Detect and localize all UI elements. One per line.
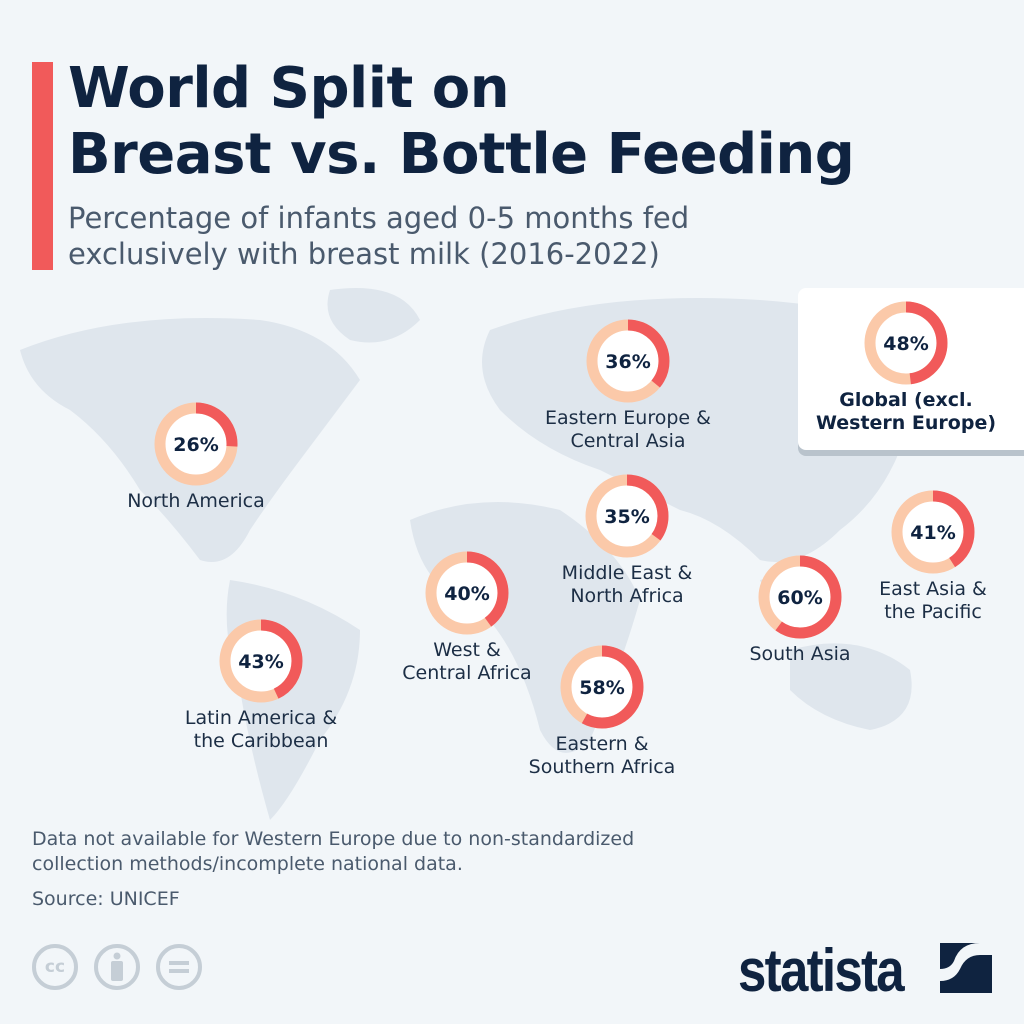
donut-value-arc [425, 551, 509, 635]
donut-value-label: 40% [444, 583, 489, 605]
donut-west-central-africa: 40% West & Central Africa [357, 551, 577, 685]
statista-logo-mark [940, 943, 992, 993]
region-label: West & Central Africa [402, 639, 532, 684]
no-derivatives-icon[interactable] [156, 944, 202, 990]
donut-value-label: 26% [173, 434, 218, 456]
donut-value-label: 36% [605, 351, 650, 373]
region-label: North America [127, 490, 265, 512]
donut-south-asia: 60% South Asia [690, 555, 910, 666]
donut-value-arc [560, 645, 644, 729]
region-label: East Asia & the Pacific [879, 578, 987, 623]
footnote: Data not available for Western Europe du… [32, 828, 635, 875]
donut-middle-east-north-africa: 35% Middle East & North Africa [517, 474, 737, 608]
source: Source: UNICEF [32, 888, 180, 910]
donut-value-arc [586, 319, 670, 403]
donut-latin-america-the-caribbean: 43% Latin America & the Caribbean [151, 619, 371, 753]
donut-value-label: 58% [579, 677, 624, 699]
subtitle: Percentage of infants aged 0-5 months fe… [68, 201, 690, 271]
donut-value-label: 48% [883, 333, 928, 355]
donut-value-arc [219, 619, 303, 703]
region-label: Global (excl. Western Europe) [815, 389, 997, 434]
donut-eastern-europe-central-asia: 36% Eastern Europe & Central Asia [518, 319, 738, 453]
donut-east-asia-the-pacific: 41% East Asia & the Pacific [823, 490, 1024, 624]
region-label: Latin America & the Caribbean [184, 707, 338, 752]
donut-north-america: 26% North America [86, 402, 306, 513]
page-title: World Split on Breast vs. Bottle Feeding [68, 56, 855, 187]
attribution-icon[interactable] [94, 944, 140, 990]
donut-global-excl-western-europe: 48% Global (excl. Western Europe) [796, 301, 1016, 435]
region-label: Middle East & North Africa [561, 562, 693, 607]
donut-value-arc [891, 490, 975, 574]
donut-value-arc [585, 474, 669, 558]
donut-value-arc [864, 301, 948, 385]
donut-value-arc [154, 402, 238, 486]
title-accent-bar [32, 62, 53, 270]
donut-value-arc [758, 555, 842, 639]
donut-value-label: 60% [777, 587, 822, 609]
donut-value-label: 41% [910, 522, 955, 544]
region-label: South Asia [749, 643, 851, 665]
cc-icon[interactable]: cc [32, 944, 78, 990]
statista-logo: statista [738, 937, 905, 1004]
region-label: Eastern Europe & Central Asia [545, 407, 711, 452]
donut-eastern-southern-africa: 58% Eastern & Southern Africa [492, 645, 712, 779]
donut-value-label: 35% [604, 506, 649, 528]
donut-value-label: 43% [238, 651, 283, 673]
region-label: Eastern & Southern Africa [528, 733, 676, 778]
